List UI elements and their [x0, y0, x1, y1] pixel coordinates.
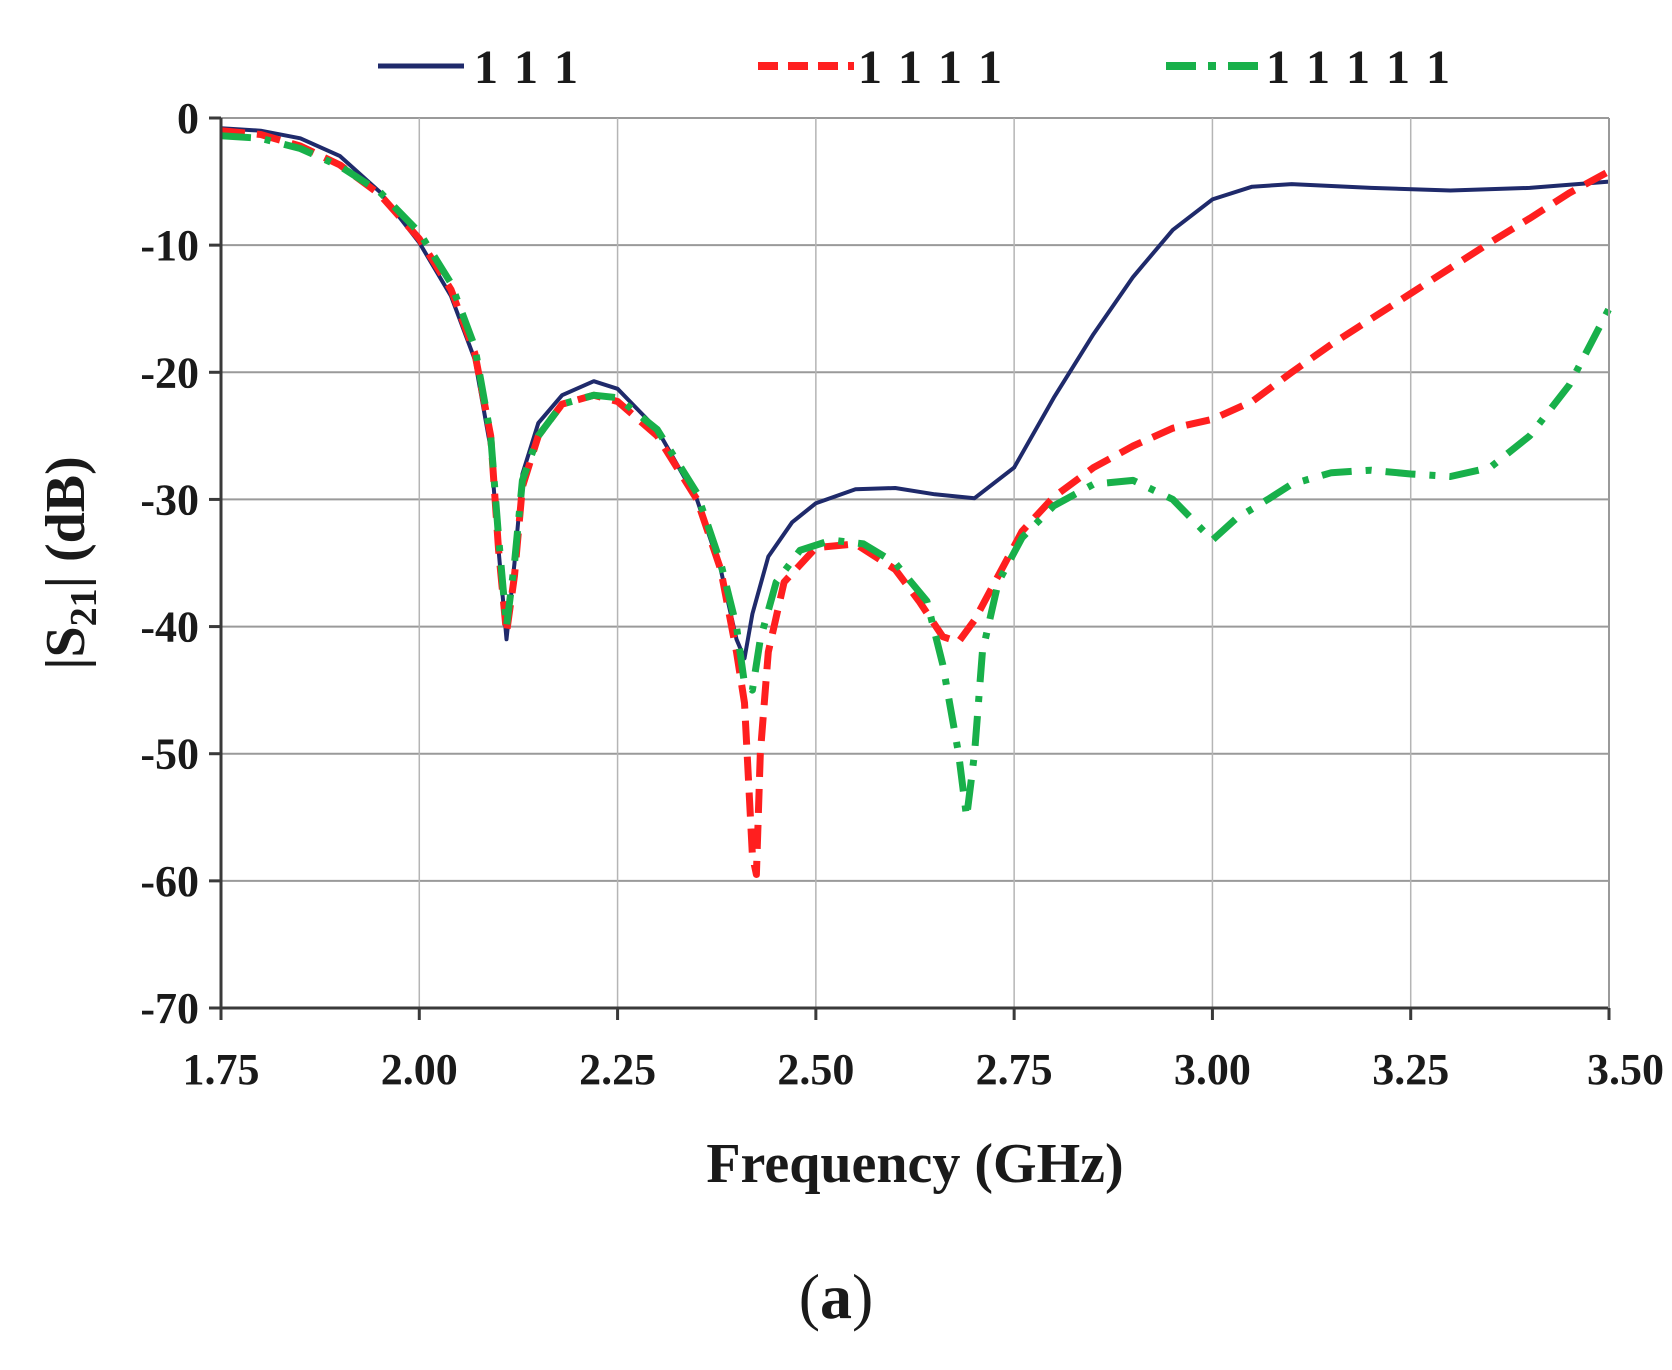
- legend-label-series-1: 1 1 1: [474, 41, 580, 94]
- x-tick-label: 2.00: [381, 1045, 458, 1094]
- x-tick-label: 3.00: [1174, 1045, 1251, 1094]
- y-tick-label: -40: [140, 603, 199, 652]
- legend-label-series-2: 1 1 1 1: [858, 41, 1004, 94]
- panel-label: (a): [799, 1261, 874, 1332]
- y-tick-label: -30: [140, 475, 199, 524]
- y-tick-label: -50: [140, 730, 199, 779]
- x-tick-label: 3.25: [1372, 1045, 1449, 1094]
- y-tick-label: -20: [140, 348, 199, 397]
- y-tick-label: -60: [140, 857, 199, 906]
- y-axis-title-tail: | (dB): [35, 456, 97, 588]
- y-tick-label: 0: [177, 94, 199, 143]
- series-line-3: [220, 132, 1613, 821]
- plot-area: 0 -10 -20 -30 -40 -50 -60 -70 1.75 2.00 2.25 2.50 2…: [140, 94, 1664, 1094]
- x-tick-labels: 1.75 2.00 2.25 2.50 2.75 3.00 3.25 3.50: [183, 1045, 1665, 1094]
- y-tick-label: -70: [140, 984, 199, 1033]
- y-tick-label: -10: [140, 221, 199, 270]
- y-axis-title-subscript: 21: [63, 588, 105, 626]
- series-line-2: [220, 127, 1611, 878]
- x-tick-label: 2.50: [777, 1045, 854, 1094]
- y-tick-labels: 0 -10 -20 -30 -40 -50 -60 -70: [140, 94, 199, 1033]
- x-tick-label: 2.25: [579, 1045, 656, 1094]
- x-tick-label: 2.75: [976, 1045, 1053, 1094]
- legend-label-series-3: 1 1 1 1 1: [1266, 41, 1452, 94]
- x-tick-label: 3.50: [1587, 1045, 1664, 1094]
- panel-label-letter: a: [820, 1261, 852, 1332]
- plot-background: [221, 118, 1609, 1008]
- series-layer: [220, 126, 1613, 878]
- y-axis-title: |S21| (dB): [35, 456, 105, 670]
- x-axis-title: Frequency (GHz): [706, 1133, 1123, 1195]
- y-axis-title-main: |S: [35, 626, 97, 669]
- legend: 1 1 1 1 1 1 1 1 1 1 1 1: [378, 41, 1452, 94]
- axes: [209, 116, 1611, 1020]
- x-tick-label: 1.75: [183, 1045, 260, 1094]
